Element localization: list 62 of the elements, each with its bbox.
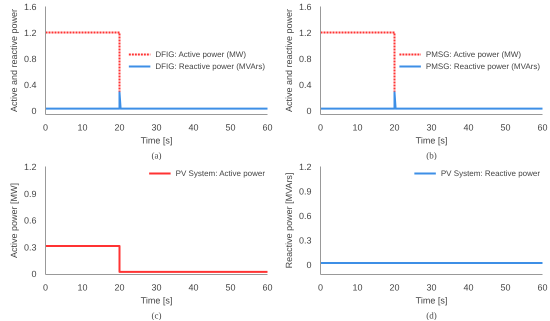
y-tick-label: 0.3	[298, 236, 312, 246]
x-tick-label: 60	[262, 122, 273, 132]
x-tick-label: 0	[42, 122, 48, 132]
legend-label: PMSG: Reactive power (MVArs)	[426, 61, 540, 71]
y-tick-label: 0	[31, 269, 37, 280]
y-tick-label: 0	[306, 260, 312, 270]
x-tick-label: 50	[500, 122, 511, 132]
x-axis-title: Time [s]	[416, 296, 448, 306]
y-tick-label: 0.3	[24, 242, 37, 252]
x-tick-label: 50	[225, 282, 236, 292]
x-tick-label: 60	[262, 282, 273, 292]
y-axis-title: Active power [MW]	[8, 182, 19, 258]
x-tick-label: 10	[77, 122, 88, 132]
y-tick-label: 1.2	[298, 28, 312, 38]
y-tick-label: 0.8	[24, 54, 37, 64]
y-tick-label: 0	[31, 106, 37, 116]
x-tick-label: 30	[151, 122, 162, 132]
x-tick-label: 40	[463, 282, 474, 292]
y-tick-label: 0.4	[24, 80, 37, 90]
legend-label: PV System: Active power	[176, 168, 265, 178]
x-tick-label: 10	[352, 282, 363, 292]
x-tick-label: 0	[318, 122, 324, 132]
x-axis-title: Time [s]	[140, 136, 172, 146]
y-tick-label: 1.6	[24, 2, 37, 12]
x-tick-label: 0	[318, 282, 324, 292]
y-axis-title: Reactive power [MVArs]	[284, 172, 294, 268]
y-tick-label: 1.2	[24, 162, 37, 172]
y-tick-label: 0.6	[298, 211, 312, 222]
x-tick-label: 30	[426, 282, 437, 292]
x-tick-label: 50	[225, 122, 236, 132]
y-tick-label: 0.4	[298, 80, 312, 90]
x-tick-label: 30	[426, 122, 437, 132]
y-tick-label: 0.8	[298, 54, 312, 64]
x-tick-label: 40	[463, 122, 474, 132]
legend-label: PMSG: Active power (MW)	[426, 49, 522, 59]
x-tick-label: 50	[500, 282, 511, 292]
y-tick-label: 0	[306, 106, 312, 116]
x-axis-title: Time [s]	[140, 296, 172, 306]
legend-label: PV System: Reactive power	[440, 168, 540, 178]
y-tick-label: 0.9	[24, 188, 37, 199]
legend-label: DFIG: Active power (MW)	[155, 49, 246, 59]
y-tick-label: 1.2	[24, 28, 37, 38]
x-tick-label: 40	[188, 122, 199, 132]
x-tick-label: 10	[352, 122, 363, 132]
y-axis-title: Active and reactive power	[284, 8, 294, 112]
y-axis-title: Active and reactive power	[8, 8, 19, 112]
y-tick-label: 0.9	[298, 186, 312, 197]
x-tick-label: 10	[77, 282, 88, 292]
x-tick-label: 20	[389, 282, 400, 292]
y-tick-label: 1.6	[298, 2, 312, 12]
x-tick-label: 20	[114, 282, 125, 292]
y-tick-label: 1.2	[298, 162, 312, 172]
x-tick-label: 20	[114, 122, 125, 132]
legend-label: DFIG: Reactive power (MVArs)	[155, 61, 265, 71]
y-tick-label: 0.6	[24, 216, 37, 226]
x-tick-label: 0	[42, 282, 48, 292]
x-tick-label: 60	[537, 282, 548, 292]
x-axis-title: Time [s]	[416, 136, 448, 146]
x-tick-label: 60	[537, 122, 548, 132]
x-tick-label: 20	[389, 122, 400, 132]
x-tick-label: 40	[188, 282, 199, 292]
x-tick-label: 30	[151, 282, 162, 292]
